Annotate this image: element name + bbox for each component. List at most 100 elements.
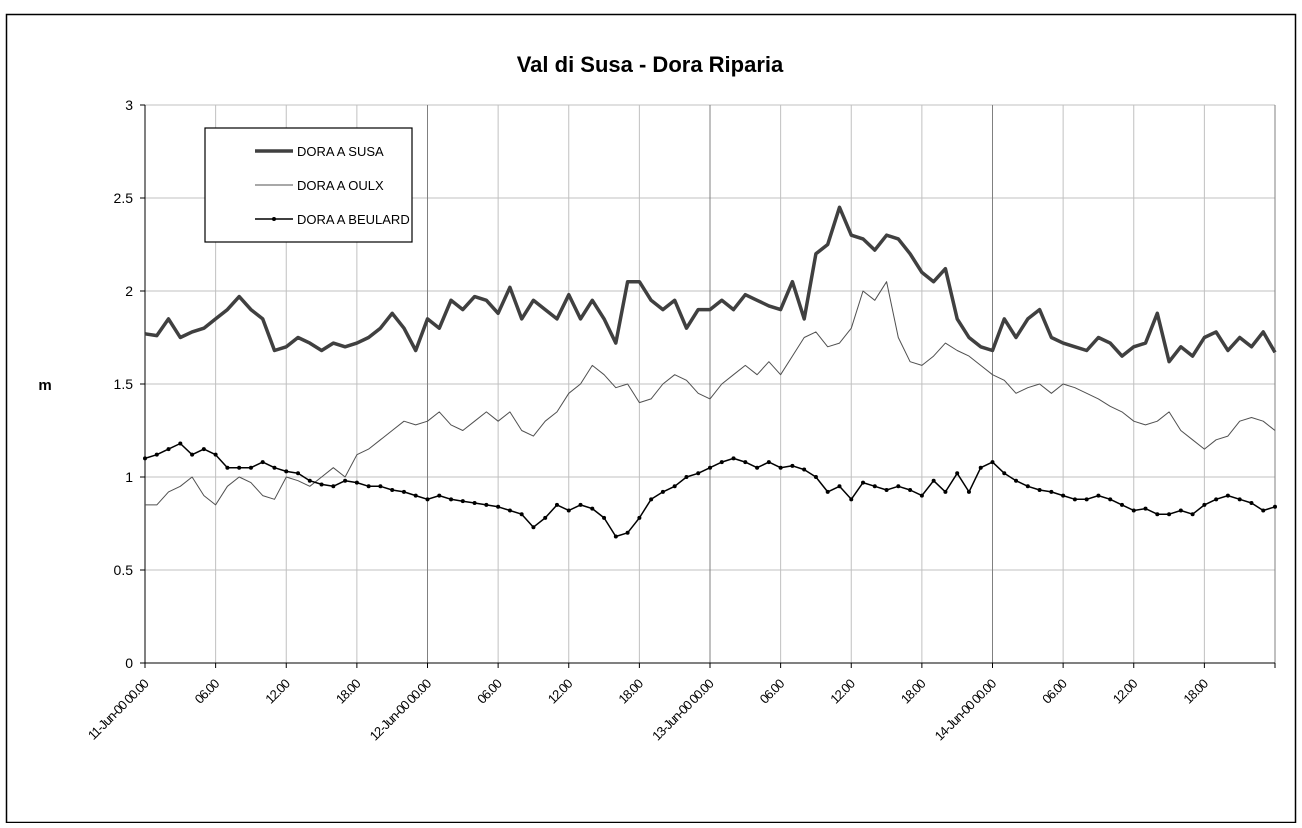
series-marker — [484, 502, 489, 507]
series-marker — [1202, 502, 1207, 507]
series-marker — [1002, 471, 1007, 476]
series-marker — [1096, 493, 1101, 498]
series-marker — [1178, 508, 1183, 513]
y-tick-label: 2 — [125, 283, 133, 299]
series-marker — [366, 484, 371, 489]
series-marker — [837, 484, 842, 489]
series-marker — [578, 502, 583, 507]
series-marker — [354, 480, 359, 485]
chart-title: Val di Susa - Dora Riparia — [517, 52, 784, 77]
series-line — [144, 205, 1277, 364]
series-marker — [1049, 489, 1054, 494]
series-marker — [260, 460, 265, 465]
series-marker — [307, 478, 312, 483]
series-marker — [766, 460, 771, 465]
series-marker — [978, 465, 983, 470]
series-marker — [825, 489, 830, 494]
series-marker — [1214, 497, 1219, 502]
series-marker — [237, 465, 242, 470]
series-marker — [1131, 508, 1136, 513]
series-marker — [908, 488, 913, 493]
series-marker — [884, 488, 889, 493]
series-marker — [296, 471, 301, 476]
legend-label: DORA A OULX — [297, 178, 384, 193]
series-marker — [613, 534, 618, 539]
series-marker — [719, 460, 724, 465]
series-marker — [637, 515, 642, 520]
series-marker — [343, 478, 348, 483]
series-marker — [1237, 497, 1242, 502]
series-marker — [602, 515, 607, 520]
series-marker — [437, 493, 442, 498]
series-marker — [590, 506, 595, 511]
series-marker — [225, 465, 230, 470]
series-marker — [861, 480, 866, 485]
series-marker — [802, 467, 807, 472]
series-marker — [849, 497, 854, 502]
series-marker — [1072, 497, 1077, 502]
series-marker — [990, 460, 995, 465]
series-marker — [1119, 502, 1124, 507]
series-marker — [554, 502, 559, 507]
y-tick-label: 3 — [125, 97, 133, 113]
series-marker — [731, 456, 736, 461]
y-tick-label: 0 — [125, 655, 133, 671]
series-marker — [778, 465, 783, 470]
series-marker — [201, 447, 206, 452]
series-marker — [543, 515, 548, 520]
series-marker — [213, 452, 218, 457]
series-marker — [272, 465, 277, 470]
series-marker — [425, 497, 430, 502]
series-marker — [1167, 512, 1172, 517]
series-marker — [1249, 501, 1254, 506]
series-marker — [331, 484, 336, 489]
series-line — [145, 281, 1276, 506]
series-marker — [531, 525, 536, 530]
series-marker — [1143, 506, 1148, 511]
y-tick-label: 1 — [125, 469, 133, 485]
series-marker — [1273, 504, 1277, 509]
series-marker — [319, 482, 324, 487]
series-marker — [813, 475, 818, 479]
series-marker — [472, 501, 477, 506]
series-marker — [390, 488, 395, 493]
series-marker — [1108, 497, 1113, 502]
series-marker — [743, 460, 748, 465]
series-marker — [1061, 493, 1066, 498]
legend-marker — [272, 217, 276, 221]
series-marker — [143, 456, 147, 461]
series-marker — [190, 452, 195, 457]
legend-label: DORA A SUSA — [297, 144, 384, 159]
series-marker — [378, 484, 383, 489]
series-marker — [625, 530, 630, 535]
series-marker — [684, 475, 689, 479]
series-marker — [755, 465, 760, 470]
y-tick-label: 2.5 — [114, 190, 134, 206]
series-marker — [284, 469, 289, 474]
series-marker — [1025, 484, 1030, 489]
series-marker — [1190, 512, 1195, 517]
series-marker — [955, 471, 960, 476]
series-marker — [872, 484, 877, 489]
series-marker — [154, 452, 159, 457]
series-marker — [496, 504, 501, 509]
series-marker — [919, 493, 924, 498]
series-marker — [1037, 488, 1042, 493]
series-marker — [943, 489, 948, 494]
series-marker — [672, 484, 677, 489]
series-marker — [966, 489, 971, 494]
series-marker — [413, 493, 418, 498]
series-marker — [166, 447, 171, 452]
series-marker — [1225, 493, 1230, 498]
series-marker — [1261, 508, 1266, 513]
series-marker — [460, 499, 465, 504]
series-marker — [449, 497, 454, 502]
series-marker — [696, 471, 701, 476]
y-axis-label: m — [38, 377, 51, 394]
series-marker — [660, 489, 665, 494]
series-marker — [566, 508, 571, 513]
series-marker — [931, 478, 936, 483]
y-tick-label: 0.5 — [114, 562, 134, 578]
legend-box — [204, 127, 413, 243]
series-marker — [790, 463, 795, 468]
